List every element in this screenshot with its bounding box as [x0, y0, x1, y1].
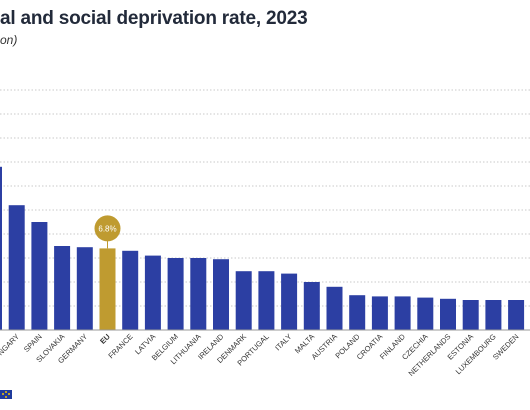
- bar: [213, 259, 229, 330]
- bar: [508, 300, 525, 330]
- bar: [235, 271, 252, 330]
- bar: [190, 258, 207, 330]
- eu-bar: [99, 248, 116, 330]
- bar: [54, 246, 71, 330]
- bar: [281, 273, 298, 330]
- bar: [31, 222, 48, 330]
- bar: [485, 300, 502, 330]
- chart-title: al and social deprivation rate, 2023: [0, 8, 308, 29]
- bar: [0, 166, 2, 330]
- bar: [258, 271, 275, 330]
- bar: [122, 250, 139, 330]
- bar: [349, 295, 366, 330]
- chart-subtitle: on): [0, 33, 18, 47]
- highlight-bubble: [94, 215, 121, 242]
- eu-flag-icon: [0, 390, 12, 399]
- x-tick-label: FRANCE: [106, 332, 134, 360]
- x-tick-label: EU: [98, 332, 112, 346]
- highlight-value-label: 6.8%: [98, 224, 116, 233]
- bar: [167, 258, 184, 330]
- bar: [462, 300, 479, 330]
- bar: [76, 247, 93, 330]
- x-tick-label: ITALY: [273, 332, 293, 352]
- x-tick-label: HUNGARY: [0, 332, 21, 365]
- bar: [394, 296, 411, 330]
- bar: [8, 205, 25, 330]
- bar: [417, 297, 434, 330]
- bar: [371, 296, 388, 330]
- bar: [303, 282, 320, 330]
- bar: [144, 255, 161, 330]
- bar: [326, 286, 343, 330]
- bar: [440, 298, 456, 330]
